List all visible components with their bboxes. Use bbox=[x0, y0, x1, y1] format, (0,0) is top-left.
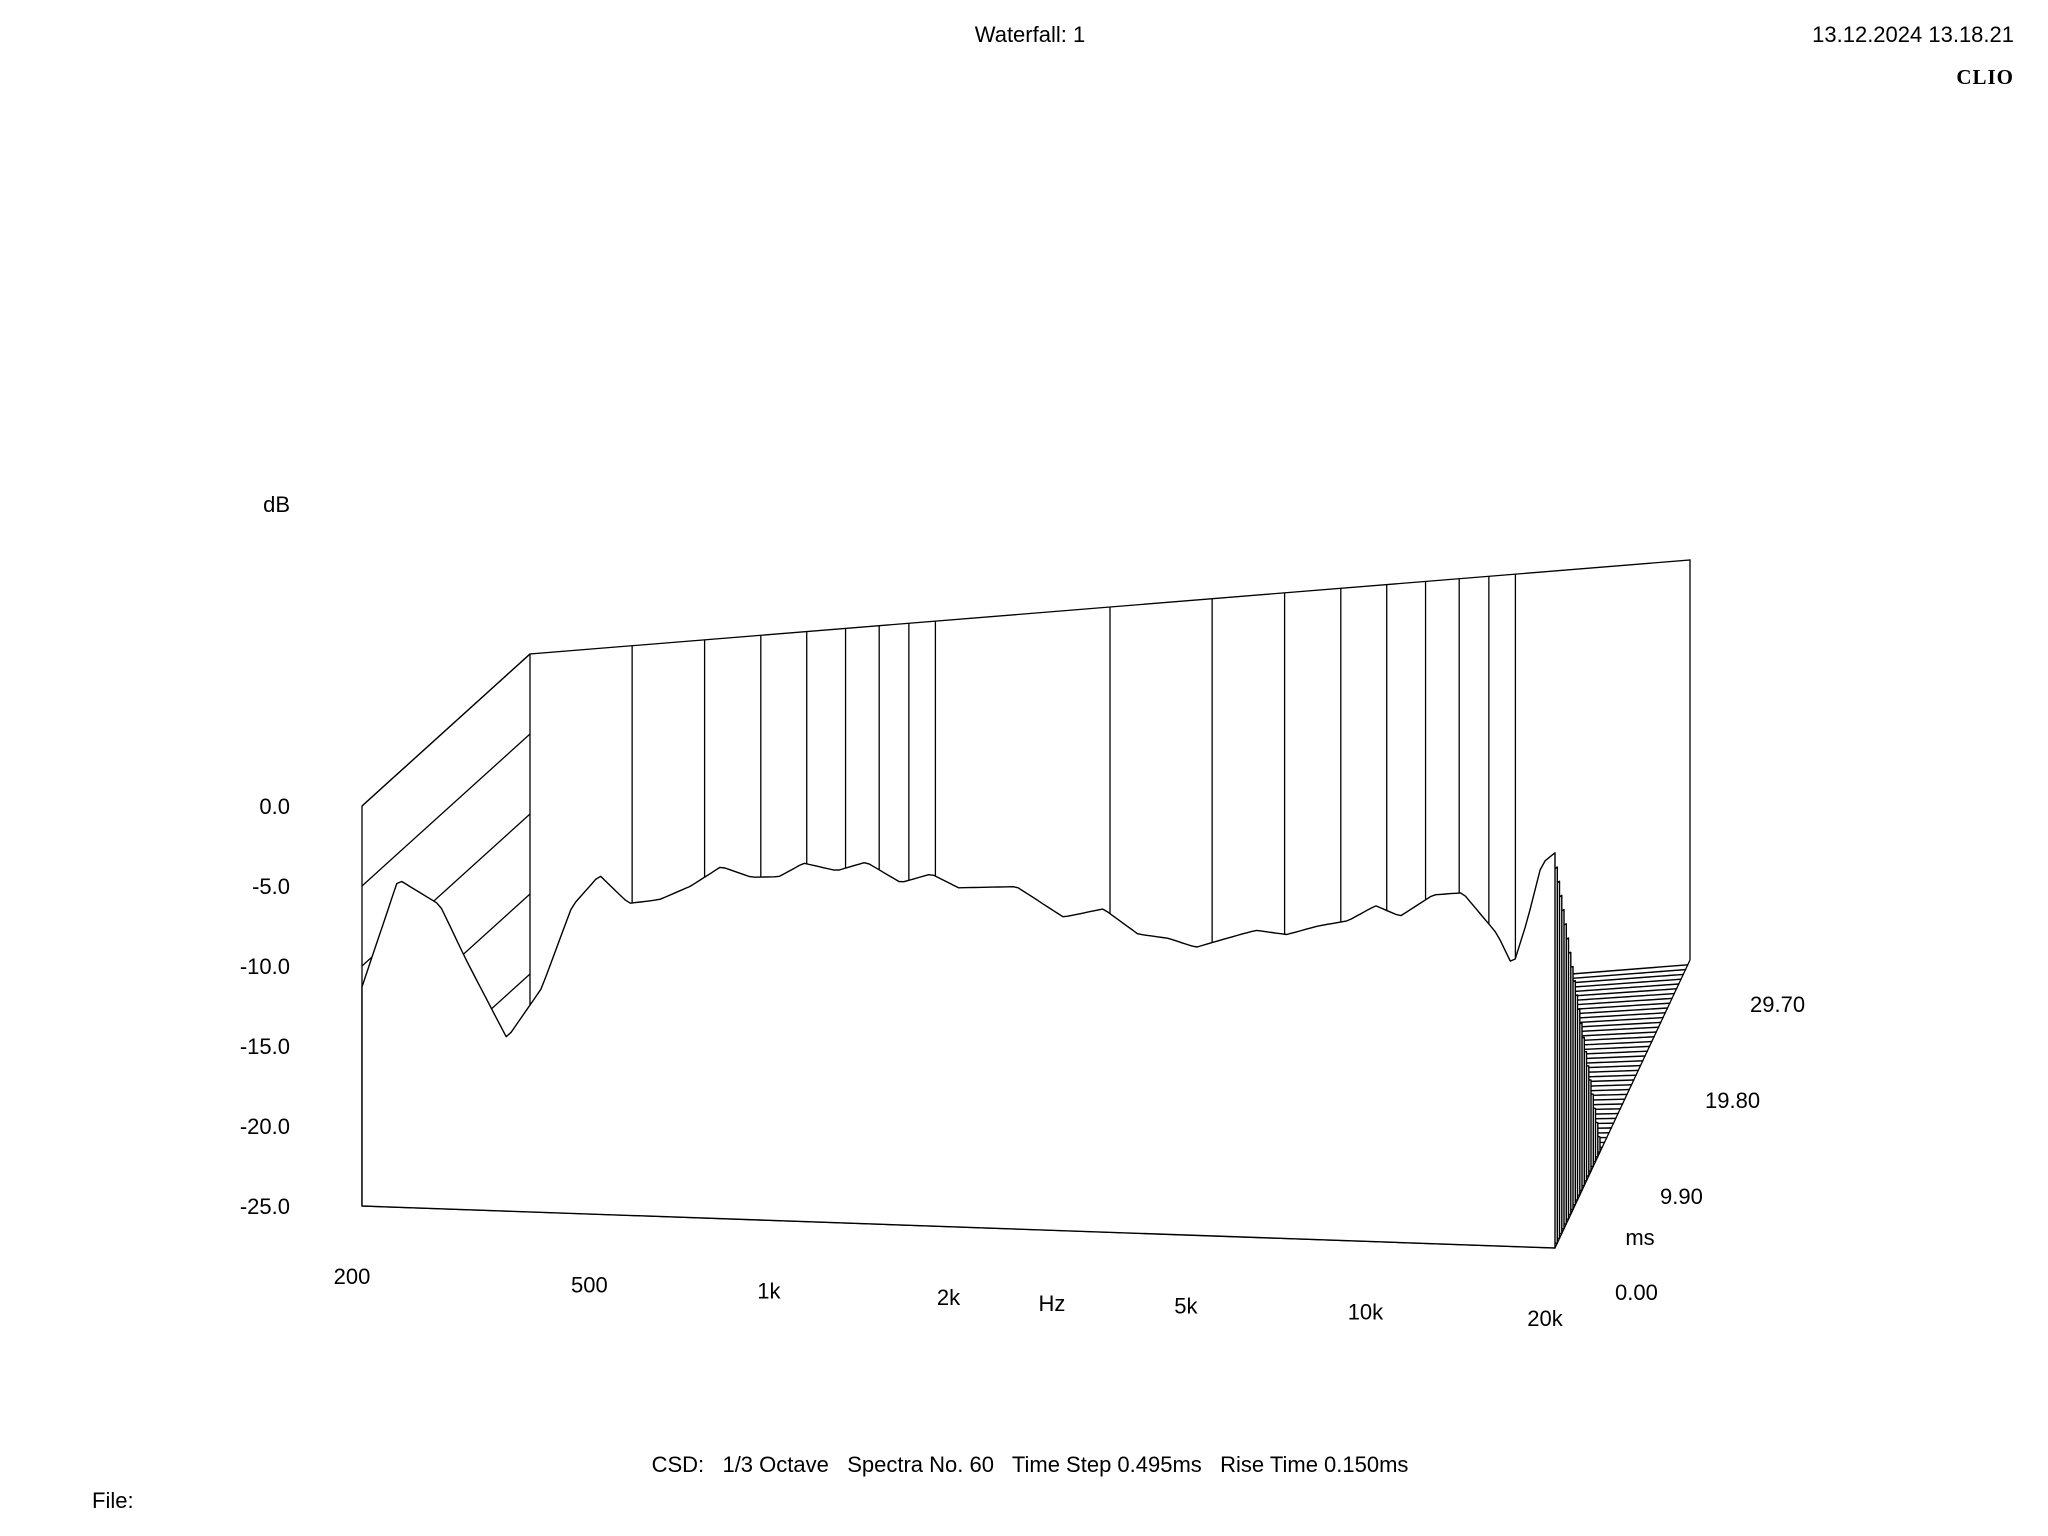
x-tick-label: 5k bbox=[1174, 1293, 1198, 1318]
y-axis-label: dB bbox=[263, 492, 290, 517]
x-tick-label: 1k bbox=[757, 1279, 781, 1304]
spectra-group bbox=[361, 852, 1689, 1249]
footer-info: CSD: 1/3 Octave Spectra No. 60 Time Step… bbox=[652, 1452, 1409, 1477]
z-axis-label: ms bbox=[1625, 1225, 1654, 1250]
db-gridline bbox=[361, 653, 531, 807]
x-tick-label: 20k bbox=[1527, 1306, 1563, 1331]
db-gridline bbox=[361, 733, 531, 887]
x-axis-label: Hz bbox=[1039, 1291, 1066, 1316]
x-tick-label: 2k bbox=[937, 1285, 961, 1310]
y-tick-label: -10.0 bbox=[240, 954, 290, 979]
z-tick-label: 0.00 bbox=[1615, 1280, 1658, 1305]
file-label: File: bbox=[92, 1488, 134, 1513]
axes-group: 0.0 -5.0 -10.0 -15.0 -20.0 -25.0 200 500 1k 2k 5k 1… bbox=[240, 794, 1805, 1331]
x-tick-label: 200 bbox=[334, 1264, 371, 1289]
y-tick-label: -15.0 bbox=[240, 1034, 290, 1059]
y-tick-label: -25.0 bbox=[240, 1194, 290, 1219]
y-tick-label: -5.0 bbox=[252, 874, 290, 899]
spectrum-slice bbox=[361, 852, 1556, 1249]
x-tick-label: 10k bbox=[1348, 1300, 1384, 1325]
z-tick-label: 9.90 bbox=[1660, 1184, 1703, 1209]
z-tick-label: 29.70 bbox=[1750, 992, 1805, 1017]
z-tick-label: 19.80 bbox=[1705, 1088, 1760, 1113]
chart-title: Waterfall: 1 bbox=[975, 22, 1085, 47]
y-tick-label: 0.0 bbox=[259, 794, 290, 819]
x-tick-label: 500 bbox=[571, 1272, 608, 1297]
timestamp: 13.12.2024 13.18.21 bbox=[1812, 22, 2014, 47]
y-tick-label: -20.0 bbox=[240, 1114, 290, 1139]
brand-logo: CLIO bbox=[1956, 65, 2014, 89]
